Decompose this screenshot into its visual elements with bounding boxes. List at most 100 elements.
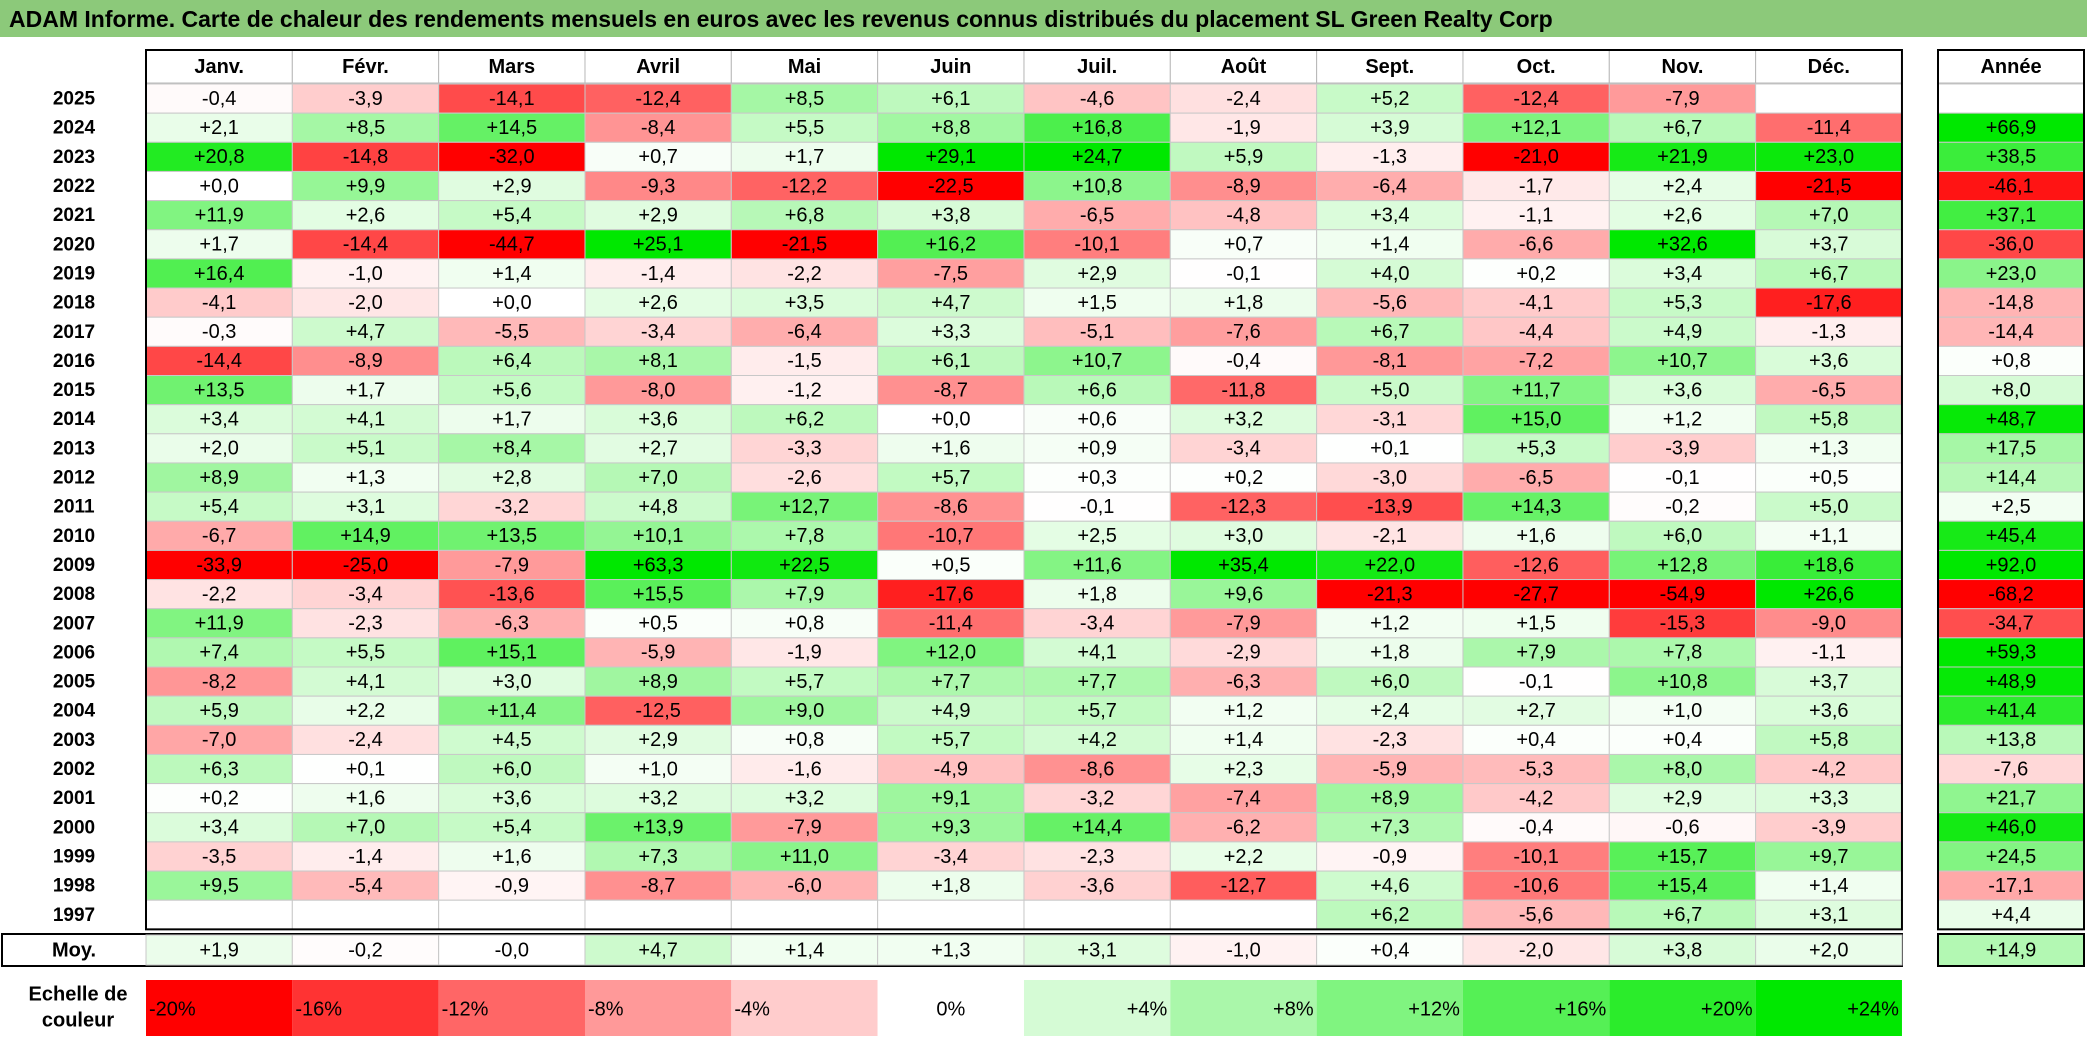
heat-cell-value: +10,1 xyxy=(633,525,684,547)
annual-header-label: Année xyxy=(1980,56,2041,78)
heat-cell xyxy=(438,520,586,551)
annual-cell xyxy=(1937,375,2085,406)
heat-cell-value: -3,6 xyxy=(1080,875,1114,897)
heat-cell xyxy=(730,345,879,377)
annual-cell xyxy=(1937,608,2085,639)
heat-cell-value: -5,6 xyxy=(1519,904,1553,926)
chart-title: ADAM Informe. Carte de chaleur des rende… xyxy=(0,0,2087,37)
heat-cell-value: +3,6 xyxy=(492,787,531,809)
heat-cell xyxy=(1755,812,1903,843)
average-cell xyxy=(584,934,732,966)
heat-cell-value: -3,1 xyxy=(1373,409,1407,431)
heat-cell-value: +4,6 xyxy=(1370,875,1409,897)
heat-cell-value: +3,6 xyxy=(638,409,677,431)
heat-cell-value: +6,7 xyxy=(1370,321,1409,343)
heat-cell xyxy=(1169,579,1318,610)
heat-cell-value: -6,0 xyxy=(787,875,821,897)
scale-label: couleur xyxy=(42,1009,114,1031)
heat-cell-value: -1,4 xyxy=(641,263,675,285)
heat-cell-value: -10,6 xyxy=(1513,875,1559,897)
heat-cell-value: +3,4 xyxy=(1370,204,1409,226)
heat-cell xyxy=(1755,141,1903,172)
annual-cell xyxy=(1937,695,2085,726)
heat-cell-value: -1,1 xyxy=(1812,642,1846,664)
heat-cell xyxy=(291,375,440,406)
average-cell-value: +1,9 xyxy=(199,939,238,961)
heat-cell xyxy=(584,549,732,581)
heat-cell-value: -14,8 xyxy=(343,146,389,168)
heat-cell xyxy=(1462,141,1610,172)
scale-swatch xyxy=(1755,980,1902,1036)
heat-cell xyxy=(730,433,879,464)
heat-cell xyxy=(1462,345,1610,377)
heat-cell xyxy=(1169,258,1318,289)
heat-cell xyxy=(877,783,1025,814)
year-label: 2014 xyxy=(53,409,96,430)
scale-swatch xyxy=(1316,980,1463,1036)
heat-cell-value: +5,4 xyxy=(492,204,531,226)
heat-cell-value: +3,2 xyxy=(785,787,824,809)
annual-cell-value: +13,8 xyxy=(1986,729,2037,751)
heat-cell-value: -2,3 xyxy=(1373,729,1407,751)
heat-cell xyxy=(291,462,440,493)
heat-cell-value: -9,3 xyxy=(641,175,675,197)
month-header-label: Mars xyxy=(488,56,535,78)
heat-cell-value: -12,3 xyxy=(1221,496,1267,518)
heat-cell xyxy=(1169,812,1318,843)
heat-cell xyxy=(145,404,293,435)
heat-cell-value: +9,9 xyxy=(346,175,385,197)
heat-cell-value: +7,0 xyxy=(346,817,385,839)
heat-cell-value: +2,6 xyxy=(346,204,385,226)
heat-cell-value: -13,6 xyxy=(489,583,535,605)
heat-cell-value: +1,8 xyxy=(1370,642,1409,664)
annual-cell xyxy=(1937,83,2085,114)
heat-cell-value: +1,8 xyxy=(1077,583,1116,605)
year-label: 2003 xyxy=(53,730,95,751)
heat-cell-value: +5,9 xyxy=(1224,146,1263,168)
heat-cell-value: -0,1 xyxy=(1080,496,1114,518)
heat-cell-value: -3,4 xyxy=(1226,438,1260,460)
scale-stop-label: +8% xyxy=(1273,998,1314,1020)
heat-cell-value: -12,2 xyxy=(782,175,828,197)
year-label: 2013 xyxy=(53,438,95,459)
heat-cell xyxy=(438,316,586,347)
heat-cell-value: +3,1 xyxy=(346,496,385,518)
scale-swatch xyxy=(877,980,1024,1036)
annual-cell-value: +92,0 xyxy=(1986,554,2037,576)
heat-cell xyxy=(1169,170,1318,202)
heat-cell-value: +63,3 xyxy=(633,554,684,576)
heat-cell-value: +3,5 xyxy=(785,292,824,314)
annual-cell-value: +45,4 xyxy=(1986,525,2037,547)
heat-cell xyxy=(730,83,879,114)
heat-cell-value: +5,6 xyxy=(492,379,531,401)
year-label: 2023 xyxy=(53,147,95,168)
heat-cell-value: +7,3 xyxy=(1370,817,1409,839)
heat-cell-value: +7,0 xyxy=(638,467,677,489)
heat-cell xyxy=(1755,608,1903,639)
year-label: 2019 xyxy=(53,263,95,284)
average-cell xyxy=(1023,934,1171,966)
scale-swatch xyxy=(1609,980,1756,1036)
heat-cell xyxy=(1169,870,1318,901)
heat-cell-value: +1,1 xyxy=(1809,525,1848,547)
annual-cell xyxy=(1937,462,2085,493)
heat-cell-value: +0,2 xyxy=(1224,467,1263,489)
scale-stop-label: +24% xyxy=(1847,998,1899,1020)
heat-cell xyxy=(145,83,293,114)
year-label: 2004 xyxy=(53,701,96,722)
heat-cell-value: +23,0 xyxy=(1803,146,1854,168)
heat-cell-value: +3,9 xyxy=(1370,117,1409,139)
heat-cell-value: -21,5 xyxy=(1806,175,1852,197)
heat-cell xyxy=(438,112,586,143)
heat-cell-value: +1,7 xyxy=(199,234,238,256)
heat-cell-value: +0,7 xyxy=(638,146,677,168)
heat-cell-value: -5,9 xyxy=(1373,758,1407,780)
heat-cell xyxy=(145,491,293,522)
heat-cell xyxy=(584,637,732,668)
heat-cell xyxy=(145,549,293,581)
heat-cell-value: -6,5 xyxy=(1812,379,1846,401)
heat-cell-value: +9,5 xyxy=(199,875,238,897)
scale-swatch xyxy=(731,980,878,1036)
heat-cell xyxy=(584,579,732,610)
heat-cell-value: +2,5 xyxy=(1077,525,1116,547)
